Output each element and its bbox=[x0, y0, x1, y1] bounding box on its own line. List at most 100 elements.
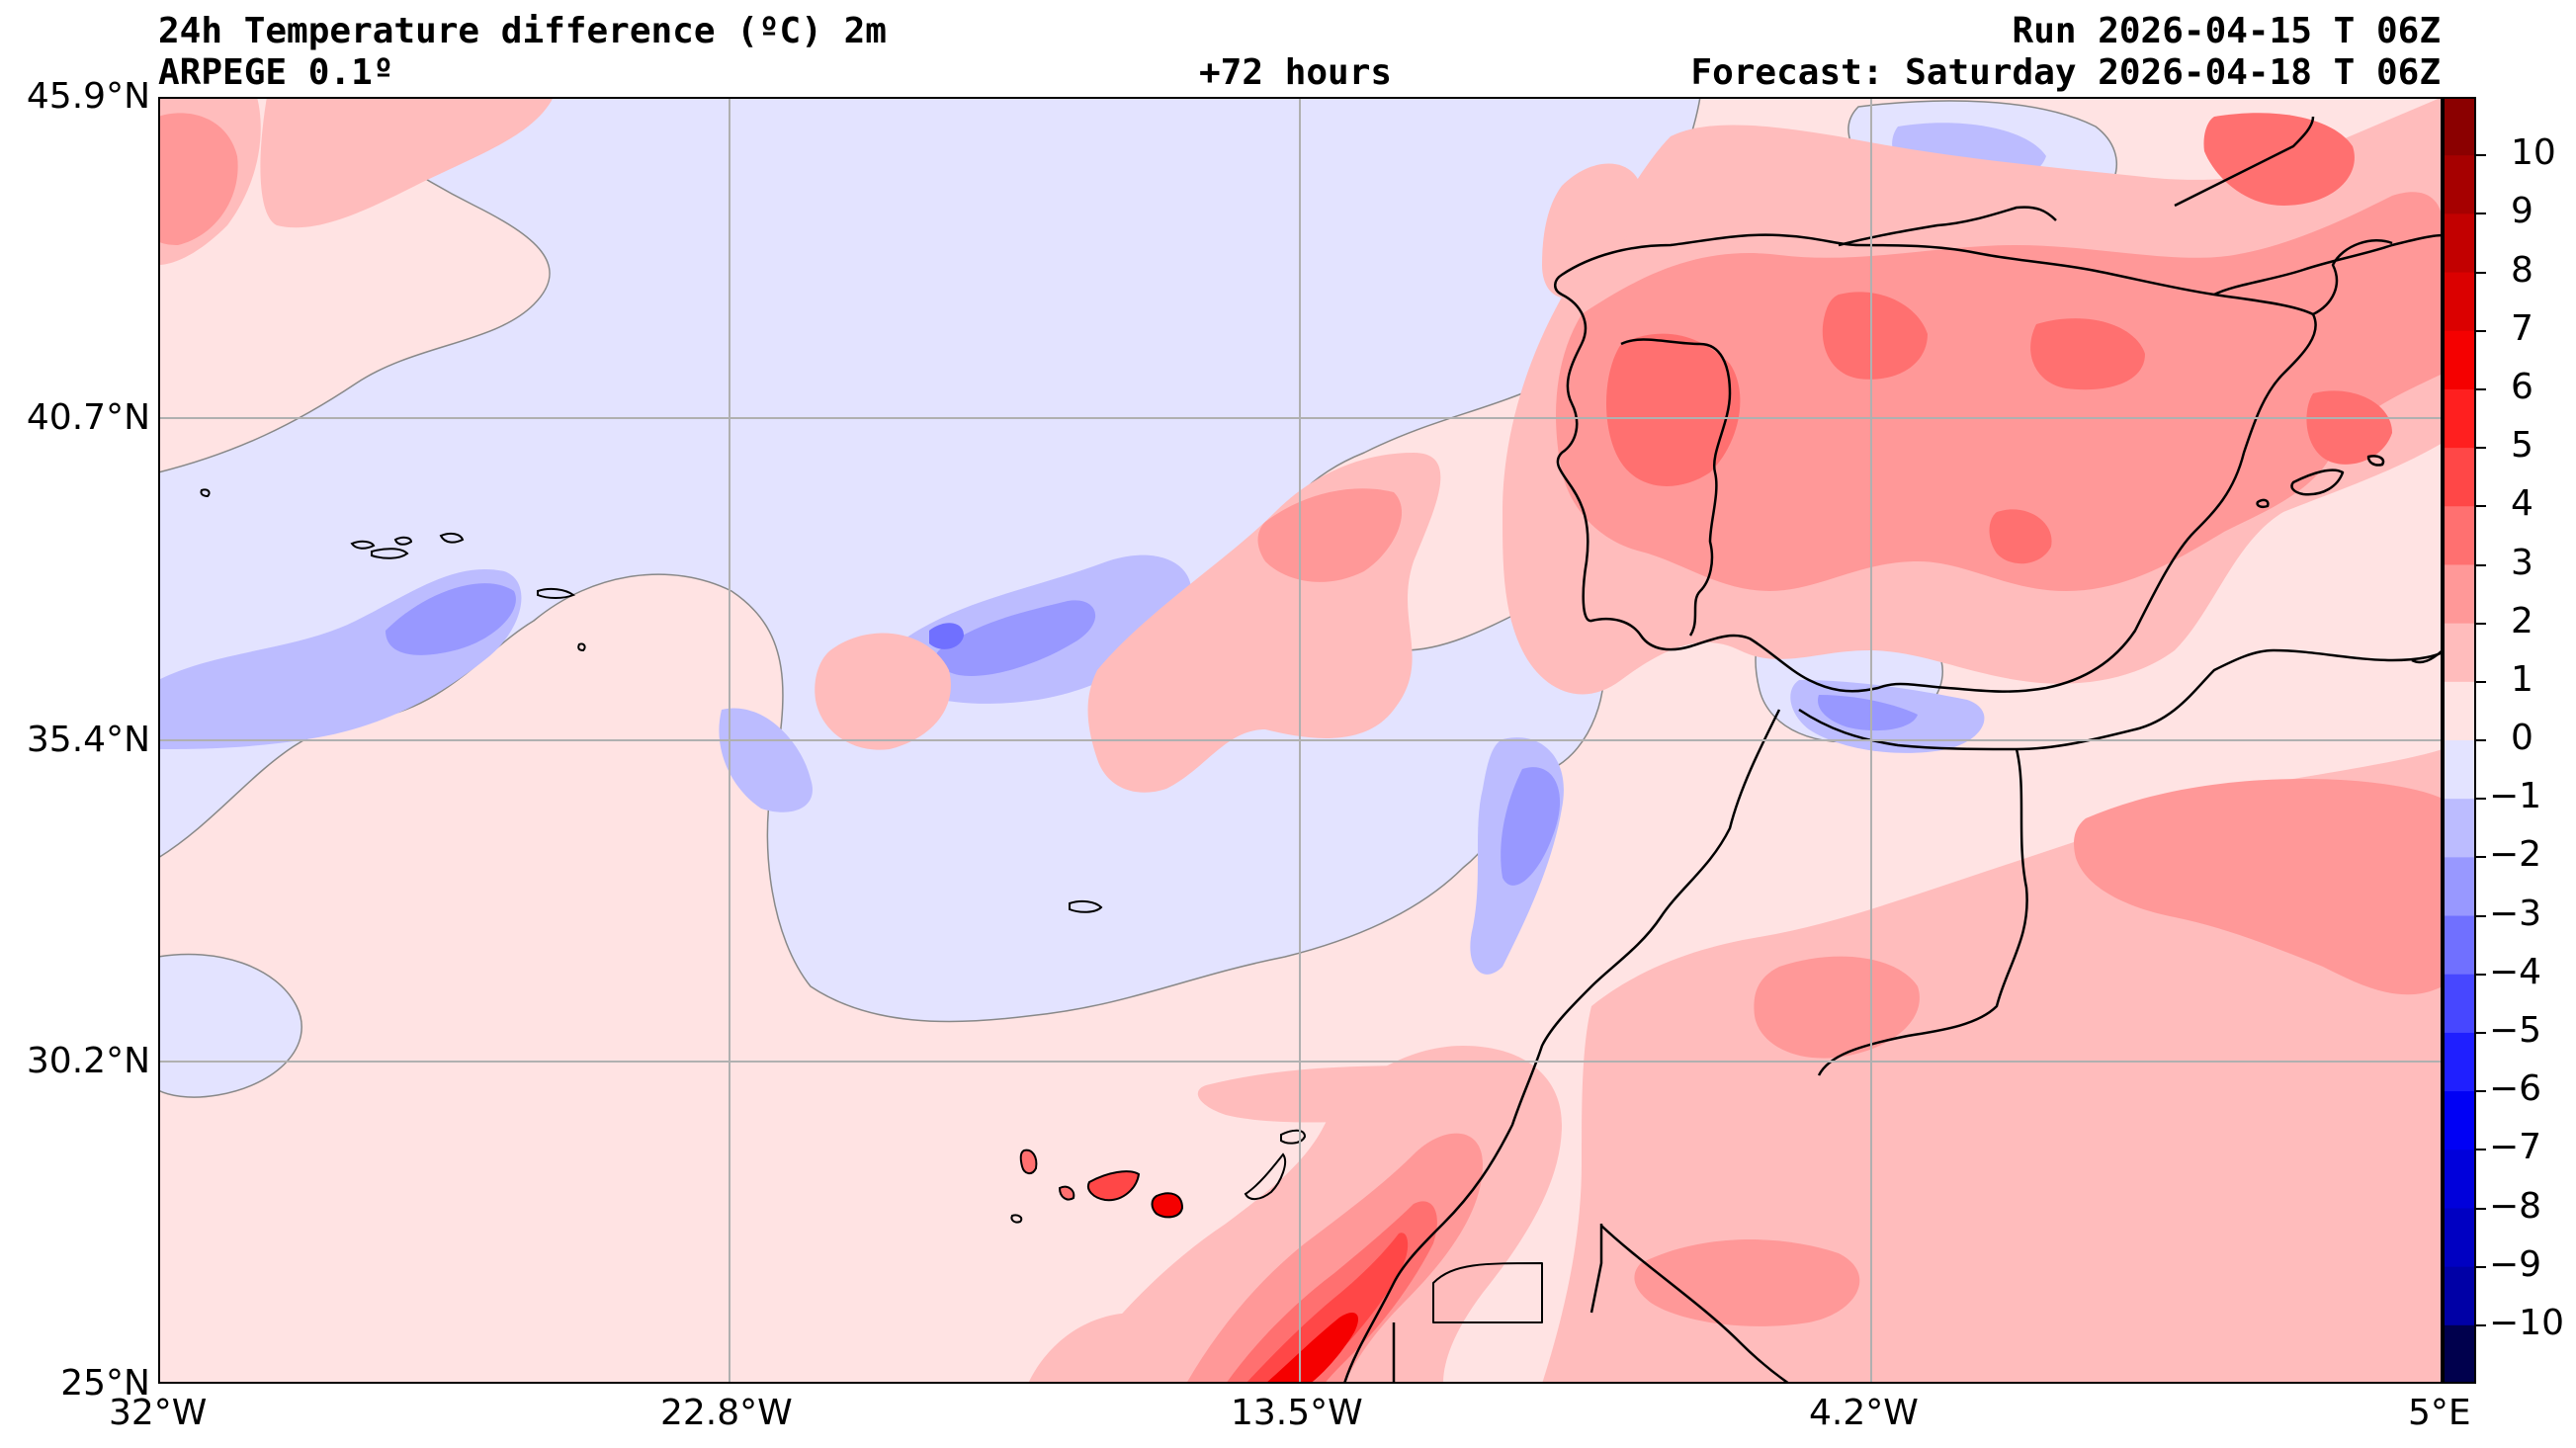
warm-area bbox=[1606, 333, 1741, 486]
island bbox=[1058, 1185, 1075, 1201]
colorbar-tick-label: −3 bbox=[2489, 893, 2542, 934]
warm-area bbox=[1028, 1313, 1153, 1384]
colorbar-cell bbox=[2443, 1032, 2476, 1092]
lon-label: 32°W bbox=[109, 1393, 208, 1433]
colorbar-cell bbox=[2443, 974, 2476, 1034]
colorbar-tick-label: 6 bbox=[2511, 366, 2533, 407]
colorbar-tick bbox=[2476, 739, 2486, 741]
island bbox=[537, 587, 576, 599]
colorbar-cell bbox=[2443, 97, 2476, 156]
colorbar-tick bbox=[2476, 856, 2486, 859]
colorbar-tick bbox=[2476, 447, 2486, 450]
colorbar-cell bbox=[2443, 213, 2476, 274]
colorbar-tick bbox=[2476, 213, 2486, 215]
lat-label: 25°N bbox=[60, 1363, 150, 1404]
cool-area bbox=[1818, 695, 1918, 731]
island bbox=[1087, 1170, 1141, 1202]
colorbar-cell bbox=[2443, 740, 2476, 800]
colorbar-tick-label: −7 bbox=[2489, 1127, 2542, 1168]
model-label: ARPEGE 0.1º bbox=[158, 52, 394, 93]
colorbar-tick-label: 10 bbox=[2511, 132, 2556, 174]
warm-area bbox=[815, 633, 951, 750]
island bbox=[1151, 1192, 1184, 1219]
colorbar-cell bbox=[2443, 799, 2476, 858]
colorbar-cell bbox=[2443, 506, 2476, 566]
colorbar-cell bbox=[2443, 388, 2476, 449]
colorbar-tick bbox=[2476, 563, 2486, 566]
colorbar-tick bbox=[2476, 622, 2486, 625]
colorbar-cell bbox=[2443, 623, 2476, 683]
colorbar-tick bbox=[2476, 1265, 2486, 1268]
colorbar-tick bbox=[2476, 505, 2486, 508]
warm-area bbox=[1068, 1046, 1562, 1384]
colorbar-tick bbox=[2476, 1149, 2486, 1151]
colorbar-tick bbox=[2476, 914, 2486, 917]
colorbar-tick bbox=[2476, 1031, 2486, 1034]
colorbar-cell bbox=[2443, 1150, 2476, 1210]
map-frame bbox=[158, 97, 2443, 1384]
colorbar-cell bbox=[2443, 448, 2476, 507]
colorbar-tick bbox=[2476, 154, 2486, 157]
colorbar-tick bbox=[2476, 680, 2486, 683]
cool-area bbox=[719, 708, 813, 812]
colorbar-tick-label: −5 bbox=[2489, 1009, 2542, 1051]
colorbar-tick bbox=[2476, 798, 2486, 801]
colorbar-tick-label: 4 bbox=[2511, 483, 2533, 525]
warm-area bbox=[158, 113, 238, 245]
lat-label: 35.4°N bbox=[26, 720, 150, 760]
warm-area bbox=[1186, 1133, 1483, 1384]
colorbar-cell bbox=[2443, 915, 2476, 976]
island bbox=[1019, 1149, 1038, 1174]
colorbar-tick bbox=[2476, 329, 2486, 332]
colorbar-tick-label: 0 bbox=[2511, 718, 2533, 758]
warm-area bbox=[260, 97, 554, 228]
warm-area bbox=[2074, 779, 2443, 995]
warm-area bbox=[1989, 509, 2052, 564]
colorbar-tick-label: 5 bbox=[2511, 425, 2533, 467]
warm-area bbox=[2306, 390, 2392, 465]
warm-area bbox=[2030, 318, 2145, 390]
cool-area bbox=[935, 600, 1096, 676]
colorbar-tick-label: 2 bbox=[2511, 600, 2533, 641]
cool-area bbox=[1501, 767, 1561, 886]
colorbar-cell bbox=[2443, 681, 2476, 741]
island bbox=[371, 548, 409, 559]
gridlines bbox=[158, 97, 2443, 1384]
colorbar bbox=[2443, 97, 2476, 1384]
colorbar-tick-label: −8 bbox=[2489, 1185, 2542, 1227]
colorbar-cell bbox=[2443, 1324, 2476, 1384]
island bbox=[200, 488, 211, 498]
colorbar-cell bbox=[2443, 155, 2476, 214]
colorbar-tick-label: 9 bbox=[2511, 191, 2533, 232]
chart-title: 24h Temperature difference (ºC) 2m bbox=[158, 11, 887, 51]
colorbar-tick bbox=[2476, 271, 2486, 274]
colorbar-cell bbox=[2443, 1208, 2476, 1268]
coastlines bbox=[1342, 116, 2443, 1384]
colorbar-cell bbox=[2443, 330, 2476, 390]
colorbar-tick-label: 8 bbox=[2511, 249, 2533, 291]
colorbar-tick bbox=[2476, 1090, 2486, 1093]
colorbar-tick bbox=[2476, 1207, 2486, 1210]
cool-area bbox=[386, 583, 516, 655]
cool-area bbox=[929, 623, 964, 649]
temperature-map bbox=[158, 97, 2443, 1384]
colorbar-cell bbox=[2443, 564, 2476, 625]
colorbar-tick-label: 1 bbox=[2511, 658, 2533, 700]
lon-label: 13.5°W bbox=[1231, 1393, 1363, 1433]
colorbar-cell bbox=[2443, 272, 2476, 332]
warm-area bbox=[1634, 1239, 1860, 1326]
lat-label: 45.9°N bbox=[26, 76, 150, 117]
colorbar-tick-label: −2 bbox=[2489, 834, 2542, 876]
colorbar-tick-label: −1 bbox=[2489, 776, 2542, 817]
colorbar-cell bbox=[2443, 1266, 2476, 1326]
lon-label: 5°E bbox=[2408, 1393, 2471, 1433]
warm-area bbox=[1822, 292, 1928, 380]
island bbox=[1069, 899, 1103, 913]
colorbar-tick-label: 3 bbox=[2511, 542, 2533, 583]
warm-area bbox=[1257, 488, 1403, 582]
warm-area bbox=[1245, 1233, 1409, 1384]
warm-area bbox=[1197, 1065, 1465, 1123]
warm-area bbox=[2203, 113, 2355, 206]
forecast-label: Forecast: Saturday 2026-04-18 T 06Z bbox=[1690, 52, 2441, 93]
run-label: Run 2026-04-15 T 06Z bbox=[2012, 11, 2441, 51]
